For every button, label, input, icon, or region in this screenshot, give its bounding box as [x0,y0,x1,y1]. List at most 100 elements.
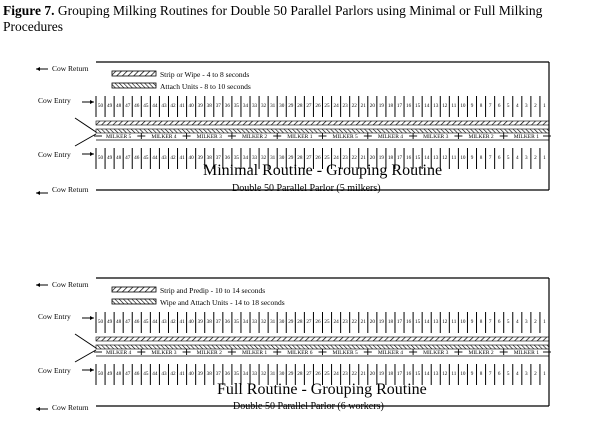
milker-label: MILKER 5 [333,350,358,356]
stall-number: 24 [333,155,339,161]
stall-number: 20 [370,155,376,161]
stall-number: 12 [442,155,448,161]
stall-number: 38 [207,319,213,325]
stall-number: 23 [343,155,349,161]
milker-label: MILKER 2 [197,350,222,356]
cow-return-top-arrow-head [36,283,40,287]
stall-number: 29 [288,103,294,109]
stall-number: 29 [288,319,294,325]
stall-number: 27 [306,155,312,161]
stall-number: 39 [198,155,204,161]
stall-number: 46 [134,103,140,109]
stall-number: 17 [397,371,403,377]
stall-number: 13 [433,371,439,377]
stall-number: 19 [379,155,385,161]
stall-number: 31 [270,103,276,109]
stall-number: 43 [161,103,167,109]
stall-number: 33 [252,319,258,325]
stall-number: 26 [315,155,321,161]
stall-number: 33 [252,103,258,109]
stall-number: 48 [116,155,122,161]
legend-attach-text: Wipe and Attach Units - 14 to 18 seconds [160,298,285,307]
stall-number: 12 [442,371,448,377]
stall-number: 16 [406,371,412,377]
full-routine-diagram: 50 49 48 47 46 45 44 43 42 41 40 39 38 37 36 35 34 33 32 31… [0,277,600,428]
stall-number: 43 [161,155,167,161]
routine-title: Minimal Routine - Grouping Routine [203,162,443,179]
stall-number: 26 [315,103,321,109]
stall-number: 19 [379,319,385,325]
milker-label: MILKER 1 [514,134,539,140]
milker-label: MILKER 4 [106,350,131,356]
stall-number: 9 [471,319,474,325]
stall-number: 47 [125,103,131,109]
stall-number: 36 [225,155,231,161]
milker-label: MILKER 4 [378,134,403,140]
stall-number: 18 [388,371,394,377]
stall-number: 13 [433,319,439,325]
stall-number: 37 [216,155,222,161]
stall-number: 22 [352,371,358,377]
stall-number: 2 [534,155,537,161]
stall-number: 27 [306,371,312,377]
stall-number: 8 [480,319,483,325]
stall-number: 15 [415,371,421,377]
stall-number: 1 [543,103,546,109]
stall-number: 10 [460,371,466,377]
stall-number: 30 [279,155,285,161]
cow-return-top-label: Cow Return [52,280,89,289]
routine-subtitle: Double 50 Parallel Parlor (6 workers) [233,401,384,412]
milker-label: MILKER 2 [468,134,493,140]
stall-number: 14 [424,103,430,109]
stall-number: 46 [134,155,140,161]
stall-number: 9 [471,371,474,377]
stall-number: 50 [98,155,104,161]
stall-number: 35 [234,371,240,377]
stall-number: 49 [107,103,113,109]
stall-number: 22 [352,103,358,109]
stall-number: 1 [543,155,546,161]
stall-number: 46 [134,371,140,377]
stall-number: 41 [179,155,185,161]
stall-number: 14 [424,155,430,161]
milker-label: MILKER 6 [287,350,312,356]
stall-number: 7 [489,103,492,109]
stall-number: 28 [297,371,303,377]
stall-number: 31 [270,319,276,325]
stall-number: 3 [525,155,528,161]
stall-number: 32 [261,319,267,325]
stall-number: 10 [460,319,466,325]
stall-number: 15 [415,319,421,325]
stall-number: 9 [471,155,474,161]
stall-number: 44 [152,319,158,325]
stall-number: 16 [406,319,412,325]
stall-number: 8 [480,371,483,377]
pit-band-strip [95,120,550,126]
stall-number: 40 [189,371,195,377]
stall-number: 5 [507,155,510,161]
stall-number: 7 [489,155,492,161]
stall-number: 43 [161,319,167,325]
legend-strip-swatch [111,70,157,77]
parlor-drawing: 50 49 48 47 46 45 44 43 42 41 40 39 38 37 36 35 34 33 32 31… [36,61,551,195]
stall-number: 45 [143,371,149,377]
stall-number: 42 [170,155,176,161]
stall-number: 1 [543,371,546,377]
stall-number: 6 [498,371,501,377]
stall-number: 47 [125,371,131,377]
stall-number: 40 [189,103,195,109]
stall-number: 23 [343,103,349,109]
stall-number: 50 [98,371,104,377]
stall-number: 16 [406,103,412,109]
stall-number: 27 [306,103,312,109]
stall-number: 42 [170,371,176,377]
stall-number: 14 [424,319,430,325]
stall-number: 13 [433,155,439,161]
stall-number: 12 [442,319,448,325]
stall-number: 17 [397,319,403,325]
stall-number: 24 [333,319,339,325]
figure-caption-text: Grouping Milking Routines for Double 50 … [3,3,543,34]
figure-caption: Figure 7. Grouping Milking Routines for … [3,3,597,35]
stall-number: 21 [361,155,367,161]
cow-entry-bottom-label: Cow Entry [38,150,71,159]
